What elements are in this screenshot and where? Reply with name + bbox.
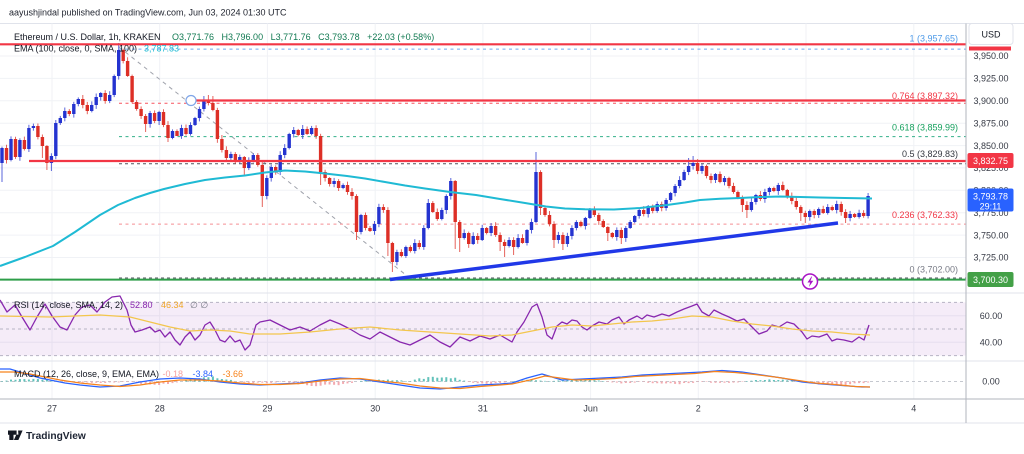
svg-text:Jun: Jun [583,404,598,414]
svg-text:0.00: 0.00 [982,377,1000,387]
svg-text:3,775.00: 3,775.00 [973,208,1008,218]
svg-text:28: 28 [155,404,165,414]
svg-text:3,875.00: 3,875.00 [973,118,1008,128]
svg-text:27: 27 [47,404,57,414]
svg-text:0.236 (3,762.33): 0.236 (3,762.33) [892,210,958,220]
svg-text:0.618 (3,859.99): 0.618 (3,859.99) [892,123,958,133]
svg-text:MACD (12, 26, close, 9, EMA, E: MACD (12, 26, close, 9, EMA, EMA) [14,369,159,379]
svg-text:aayushjindal published on Trad: aayushjindal published on TradingView.co… [9,7,287,17]
svg-text:3,793.78: 3,793.78 [973,191,1008,201]
svg-text:Ethereum / U.S. Dollar, 1h, KR: Ethereum / U.S. Dollar, 1h, KRAKEN [14,32,161,42]
svg-text:0.5 (3,829.83): 0.5 (3,829.83) [902,149,958,159]
svg-text:2: 2 [696,404,701,414]
svg-text:-0.18: -0.18 [163,369,184,379]
svg-text:O3,771.76 H3,796.00 L3,771: O3,771.76 H3,796.00 L3,771.76 C3,793.78 … [172,32,434,42]
svg-text:-3.66: -3.66 [223,369,244,379]
svg-text:52.80: 52.80 [130,300,153,310]
svg-text:3,950.00: 3,950.00 [973,51,1008,61]
svg-text:3,700.30: 3,700.30 [973,275,1008,285]
svg-text:3,850.00: 3,850.00 [973,141,1008,151]
svg-text:3: 3 [803,404,808,414]
svg-text:3,825.00: 3,825.00 [973,163,1008,173]
svg-text:30: 30 [370,404,380,414]
svg-text:RSI (14, close, SMA, 14, 2): RSI (14, close, SMA, 14, 2) [14,300,123,310]
svg-text:3,832.75: 3,832.75 [973,156,1008,166]
svg-text:3,900.00: 3,900.00 [973,96,1008,106]
svg-text:-3.84: -3.84 [193,369,214,379]
svg-text:3,750.00: 3,750.00 [973,230,1008,240]
svg-text:46.34: 46.34 [161,300,184,310]
svg-text:EMA (100, close, 0, SMA, 100): EMA (100, close, 0, SMA, 100) [14,44,137,54]
svg-text:60.00: 60.00 [980,311,1003,321]
svg-text:40.00: 40.00 [980,338,1003,348]
svg-text:3,925.00: 3,925.00 [973,74,1008,84]
svg-text:31: 31 [478,404,488,414]
svg-text:4: 4 [911,404,916,414]
svg-text:0.764 (3,897.32): 0.764 (3,897.32) [892,91,958,101]
svg-text:TradingView: TradingView [26,431,86,442]
svg-text:1 (3,957.65): 1 (3,957.65) [909,34,958,44]
svg-text:USD: USD [981,29,1001,39]
svg-text:29:11: 29:11 [980,201,1002,211]
svg-text:3,787.83: 3,787.83 [144,44,179,54]
svg-text:3,725.00: 3,725.00 [973,253,1008,263]
svg-text:0 (3,702.00): 0 (3,702.00) [909,265,958,275]
svg-text:29: 29 [262,404,272,414]
svg-text:∅ ∅: ∅ ∅ [190,300,208,310]
